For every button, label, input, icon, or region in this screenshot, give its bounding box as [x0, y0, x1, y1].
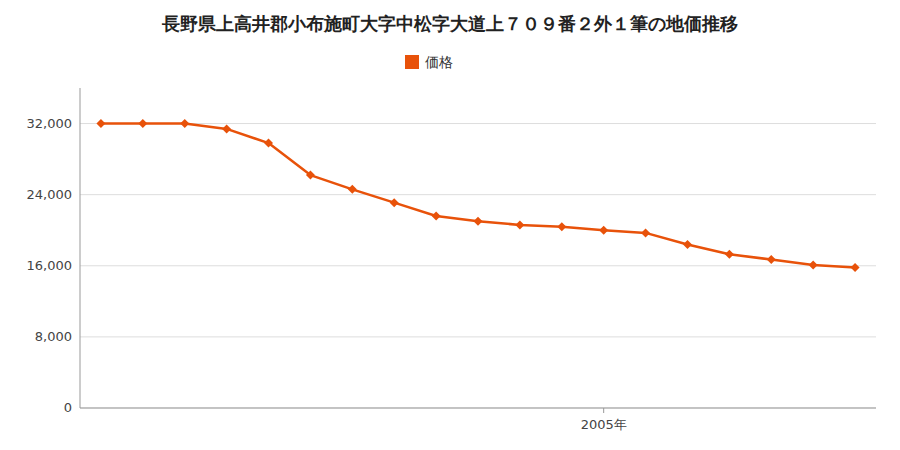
- x-tick: [603, 408, 604, 413]
- y-tick-label: 32,000: [27, 116, 73, 131]
- series-marker: [515, 220, 524, 229]
- series-marker: [348, 185, 357, 194]
- plot-area: [96, 119, 859, 272]
- series-marker: [390, 198, 399, 207]
- x-tick-label: 2005年: [581, 417, 627, 432]
- y-tick-label: 8,000: [35, 329, 72, 344]
- y-grid: [80, 124, 876, 408]
- series-marker: [725, 250, 734, 259]
- legend-label: 価格: [425, 54, 453, 70]
- chart-svg: 長野県上高井郡小布施町大字中松字大道上７０９番２外１筆の地価推移 0 8,000 16…: [0, 0, 900, 450]
- series-line: [101, 124, 855, 268]
- grid-line: [80, 336, 876, 337]
- y-tick-labels: 0 8,000 16,000 24,000 32,000: [27, 116, 73, 415]
- grid-line: [80, 408, 876, 409]
- legend: 価格: [405, 54, 453, 70]
- series-marker: [96, 119, 105, 128]
- y-axis-line: [80, 88, 81, 408]
- grid-line: [80, 265, 876, 266]
- series-marker: [306, 171, 315, 180]
- y-tick-label: 24,000: [27, 187, 73, 202]
- grid-line: [80, 123, 876, 124]
- series-marker: [474, 217, 483, 226]
- series-marker: [683, 240, 692, 249]
- chart-container: 長野県上高井郡小布施町大字中松字大道上７０９番２外１筆の地価推移 0 8,000 16…: [0, 0, 900, 450]
- y-tick-label: 0: [64, 400, 72, 415]
- title: 長野県上高井郡小布施町大字中松字大道上７０９番２外１筆の地価推移: [161, 13, 738, 34]
- series-marker: [641, 228, 650, 237]
- series-marker: [599, 226, 608, 235]
- series-marker: [851, 263, 860, 272]
- background: [0, 0, 900, 450]
- series-marker: [264, 139, 273, 148]
- series-marker: [222, 124, 231, 133]
- series-marker: [767, 255, 776, 264]
- series-marker: [432, 212, 441, 221]
- series-marker: [809, 260, 818, 269]
- grid-line: [80, 194, 876, 195]
- series-marker: [180, 119, 189, 128]
- series-marker: [557, 222, 566, 231]
- y-tick-label: 16,000: [27, 258, 73, 273]
- legend-swatch: [405, 55, 419, 69]
- x-ticks: 2005年: [581, 408, 627, 432]
- series-marker: [138, 119, 147, 128]
- x-axis-line: [80, 408, 876, 409]
